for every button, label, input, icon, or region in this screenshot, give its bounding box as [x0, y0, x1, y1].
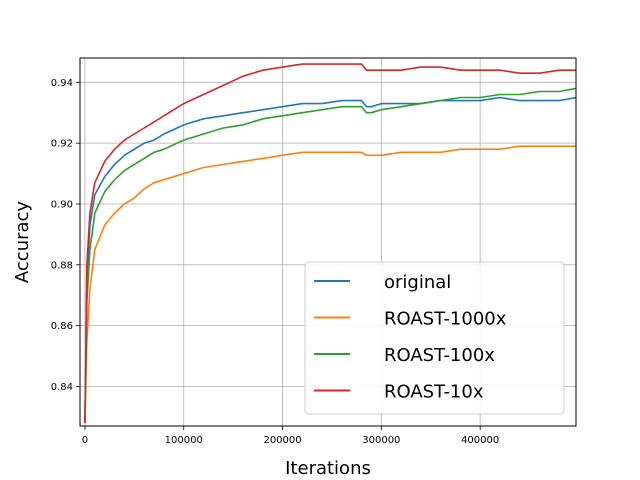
x-tick-label: 0 [82, 435, 88, 446]
y-tick-label: 0.90 [51, 199, 73, 210]
y-axis-label: Accuracy [12, 201, 33, 284]
series-line-0 [84, 96, 576, 424]
x-tick-label: 400000 [461, 435, 499, 446]
y-tick-label: 0.92 [51, 139, 73, 150]
y-axis-ticks: 0.84 0.86 0.88 0.90 0.92 0.94 [51, 78, 80, 393]
x-axis-ticks: 0 100000 200000 300000 400000 [82, 426, 499, 446]
x-tick-label: 300000 [362, 435, 400, 446]
legend-label: ROAST-100x [384, 345, 495, 366]
series-line-2 [84, 87, 576, 424]
x-axis-label: Iterations [285, 458, 371, 479]
x-tick-label: 100000 [165, 435, 203, 446]
legend-label: original [384, 272, 451, 293]
legend-label: ROAST-10x [384, 382, 484, 403]
x-tick-label: 200000 [263, 435, 301, 446]
legend-box [304, 261, 565, 415]
series-line-3 [84, 63, 576, 424]
y-tick-label: 0.94 [51, 78, 73, 89]
series-line-1 [84, 145, 576, 424]
y-tick-label: 0.88 [51, 260, 73, 271]
plot-frame [79, 57, 577, 427]
y-tick-label: 0.84 [51, 382, 73, 393]
series-layer [84, 63, 576, 424]
legend: original ROAST-1000x ROAST-100x ROAST-10x [304, 261, 565, 415]
y-tick-label: 0.86 [51, 321, 73, 332]
legend-label: ROAST-1000x [384, 309, 507, 330]
